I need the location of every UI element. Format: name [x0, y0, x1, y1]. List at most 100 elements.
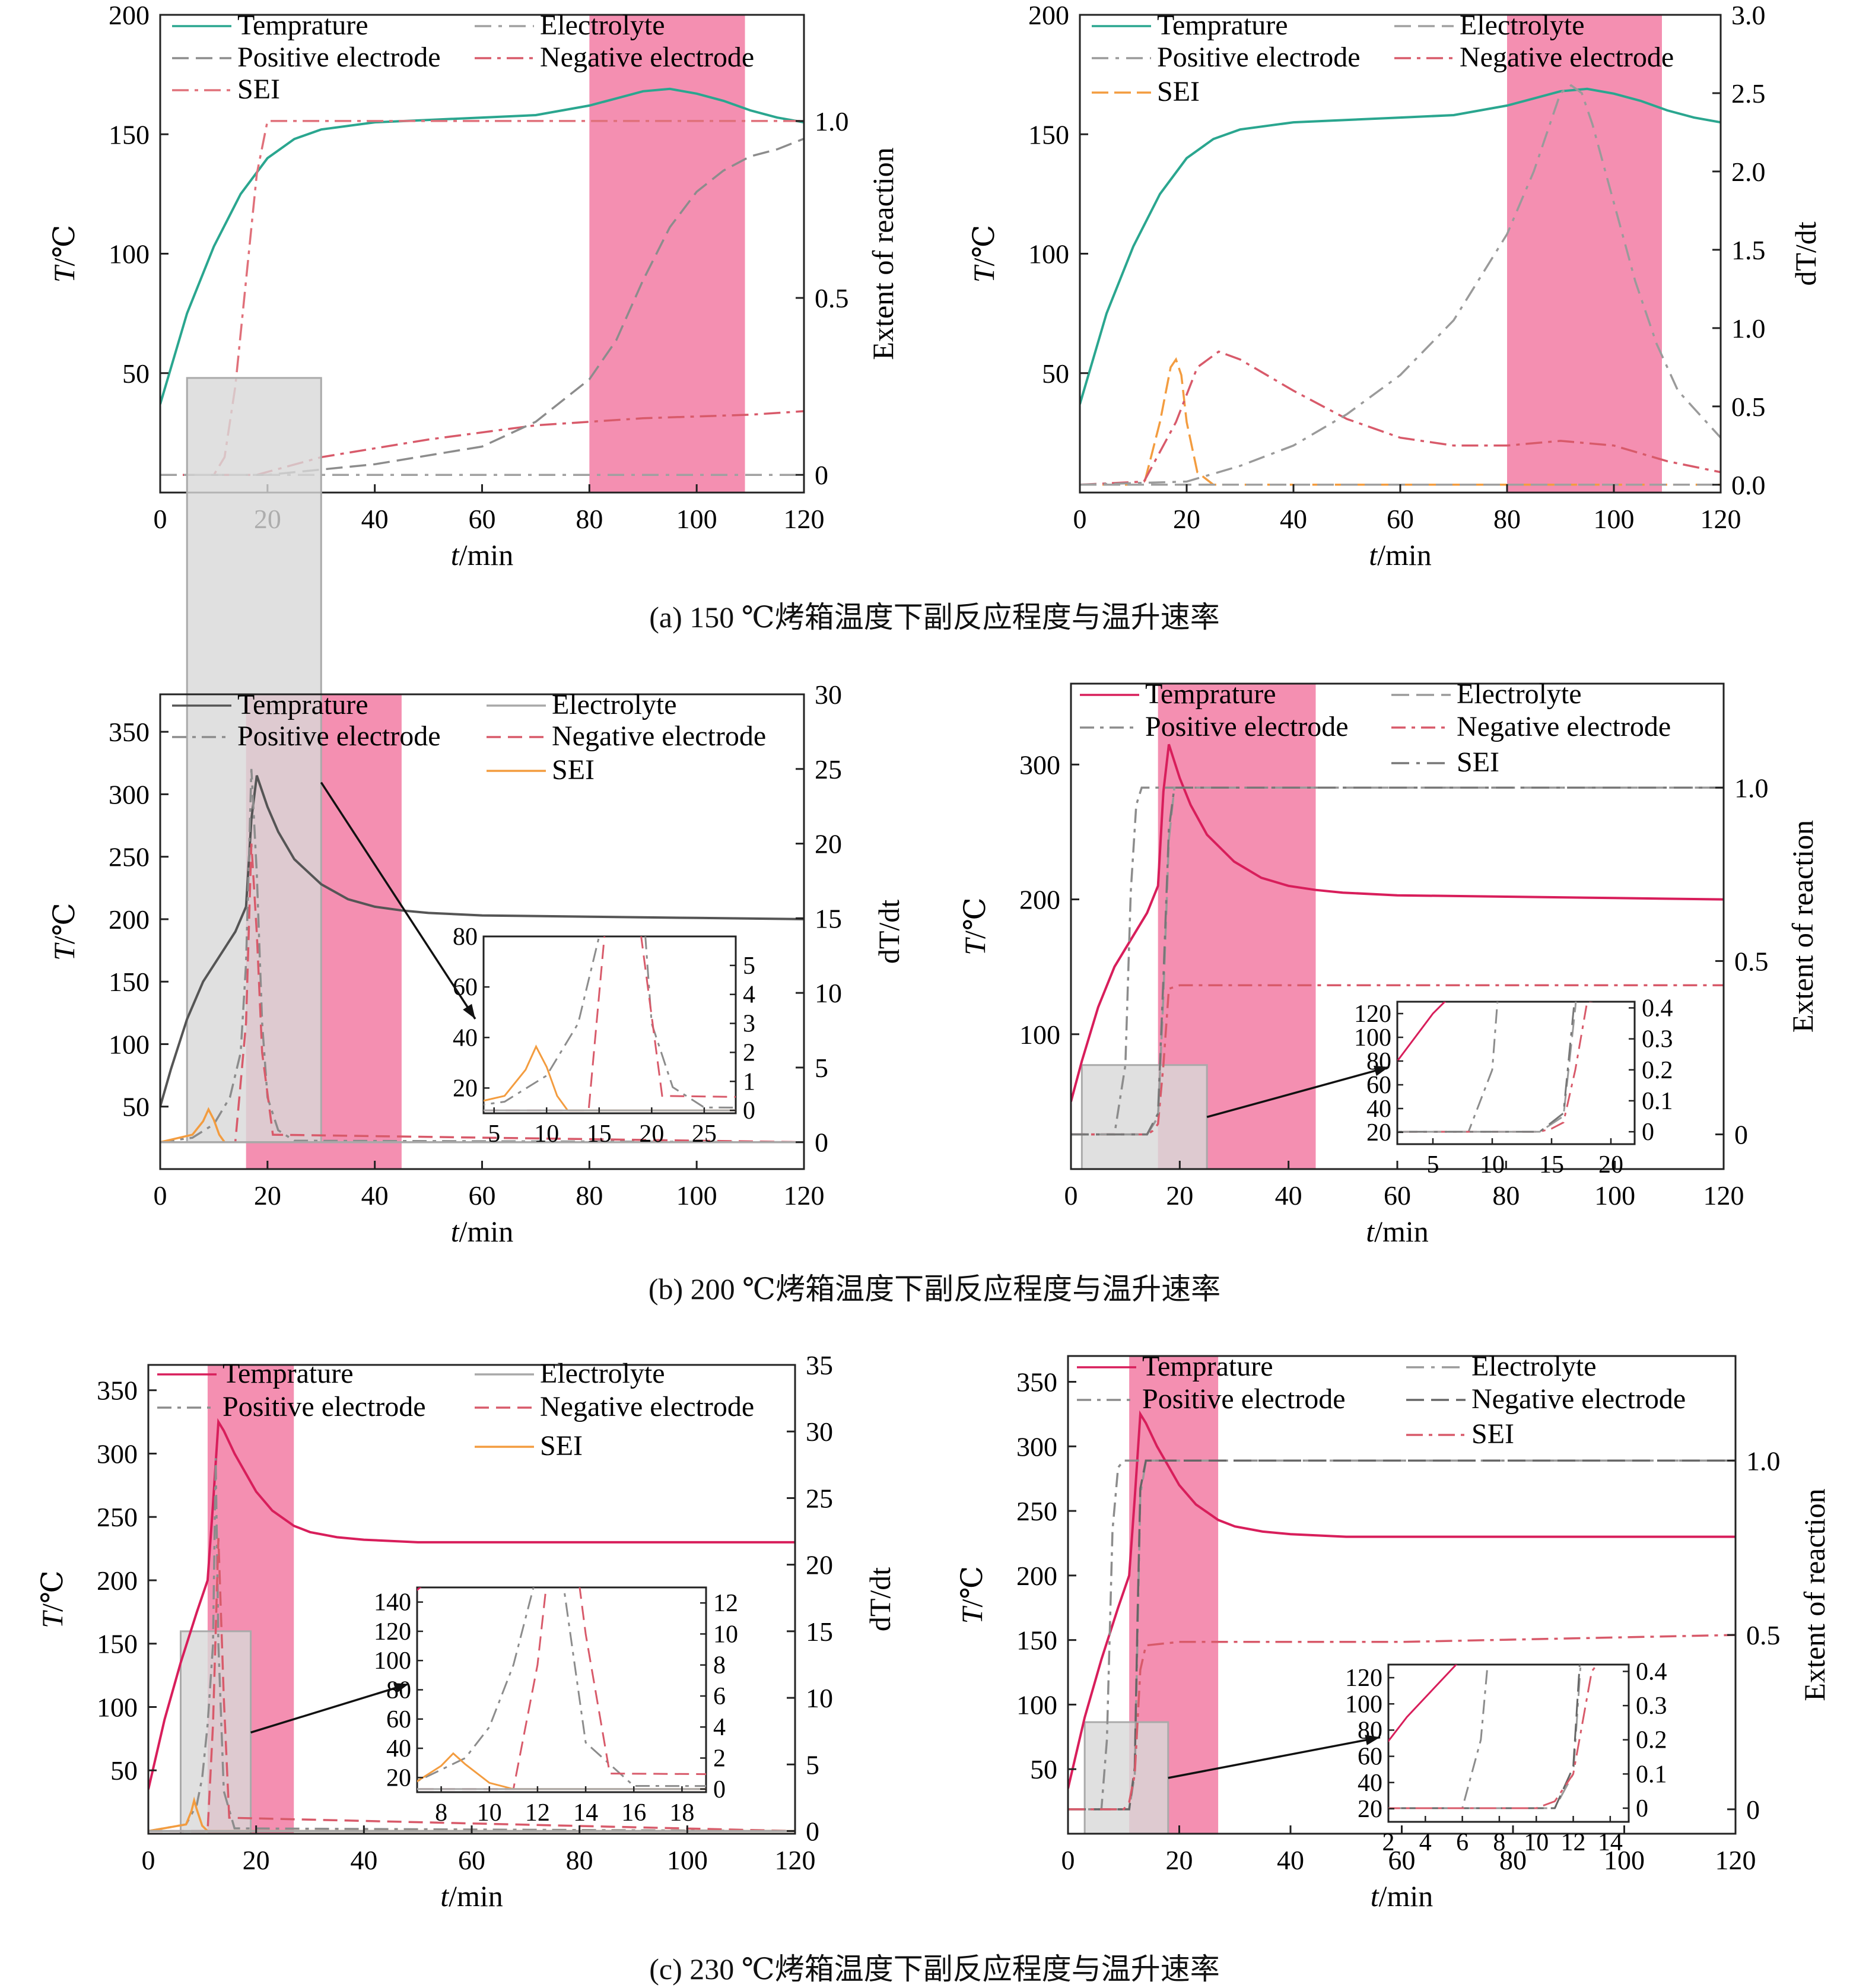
y-axis-label-unit: /℃	[958, 897, 991, 939]
inset-y2-tick-label: 12	[713, 1590, 738, 1617]
x-tick-label: 60	[1388, 1845, 1416, 1875]
inset-y-tick-label: 20	[1358, 1796, 1382, 1823]
legend-label: Temprature	[237, 689, 368, 720]
series-line-temprature	[148, 1418, 795, 1790]
x-axis-label: t/min	[1371, 1879, 1433, 1913]
inset-y2-tick-label: 5	[743, 952, 755, 980]
series-line-negative-electrode	[160, 843, 804, 1144]
x-axis-label-unit: /min	[459, 1215, 514, 1248]
x-tick-label: 80	[576, 504, 603, 534]
chart-a-right: 0 20 40 60 80 100 120 50 100 150 200 0.0 0.5 1.0 1.5 2.…	[967, 0, 1822, 571]
y-tick-label: 150	[109, 119, 150, 150]
inset-frame	[1396, 1001, 1636, 1145]
y2-tick-label: 5	[815, 1053, 828, 1083]
inset-x-tick-label: 5	[488, 1120, 500, 1148]
x-axis-label-var: t	[1371, 1879, 1380, 1913]
legend-label: SEI	[552, 754, 595, 786]
x-tick-label: 100	[1594, 1180, 1635, 1211]
legend-label: Temprature	[1142, 1351, 1273, 1382]
inset-x-tick-label: 10	[477, 1799, 502, 1827]
y2-axis-label: dT/dt	[863, 1567, 897, 1631]
y-axis-label-var: T	[36, 1610, 69, 1628]
y-axis-label-unit: /℃	[47, 225, 81, 266]
inset-y2-tick-label: 0	[1642, 1119, 1654, 1146]
y-tick-label: 350	[1016, 1367, 1057, 1398]
y-axis-label-unit: /℃	[36, 1570, 69, 1612]
y-tick-label: 350	[97, 1376, 138, 1406]
series-line-negative-electrode	[1080, 350, 1721, 486]
x-tick-label: 40	[1275, 1180, 1302, 1211]
inset-x-tick-label: 6	[1456, 1829, 1468, 1856]
x-tick-label: 20	[254, 1180, 281, 1211]
y-axis-label-var: T	[47, 264, 81, 282]
x-axis-label-unit: /min	[1379, 1879, 1433, 1913]
legend-label: SEI	[237, 74, 280, 105]
y2-tick-label: 1.0	[815, 106, 849, 136]
inset-y-tick-label: 140	[374, 1589, 411, 1617]
inset-frame	[482, 935, 737, 1114]
y2-tick-label: 0.5	[815, 283, 849, 313]
inset-y2-tick-label: 0.1	[1636, 1761, 1667, 1788]
inset-series-line	[484, 936, 736, 1109]
y2-tick-label: 15	[815, 903, 842, 933]
inset-y2-tick-label: 6	[713, 1683, 726, 1710]
inset-x-tick-label: 15	[587, 1120, 612, 1148]
y-tick-label: 250	[97, 1502, 138, 1532]
x-axis-label-unit: /min	[459, 538, 514, 571]
inset-y2-tick-label: 4	[743, 982, 755, 1009]
x-axis-label-var: t	[451, 1215, 460, 1248]
series-line-negative-electrode	[1071, 984, 1724, 1136]
y-tick-label: 50	[1042, 358, 1069, 389]
inset-x-tick-label: 15	[1539, 1151, 1564, 1179]
inset-y2-tick-label: 0	[713, 1776, 726, 1803]
y2-tick-label: 0	[806, 1816, 819, 1847]
inset-x-tick-label: 2	[1382, 1829, 1395, 1856]
y-tick-label: 200	[109, 904, 150, 935]
x-axis-label-var: t	[440, 1879, 449, 1913]
x-axis-label: t/min	[1369, 538, 1432, 571]
x-tick-label: 60	[469, 504, 496, 534]
y-tick-label: 200	[1028, 0, 1069, 30]
y-tick-label: 50	[1030, 1754, 1057, 1784]
y-axis-label-var: T	[958, 937, 991, 955]
series-line-positive-electrode	[148, 1458, 795, 1833]
caption-a: (a) 150 ℃烤箱温度下副反应程度与温升速率	[649, 601, 1220, 634]
y-tick-label: 100	[1028, 239, 1069, 269]
y-axis-label-unit: /℃	[967, 225, 1000, 266]
x-tick-label: 120	[784, 504, 825, 534]
shaded-region	[589, 15, 745, 493]
inset-series-line	[484, 936, 736, 1111]
x-tick-label: 40	[1280, 504, 1307, 534]
inset-y-tick-label: 100	[374, 1647, 411, 1675]
inset-y2-tick-label: 0.3	[1636, 1692, 1667, 1720]
y2-tick-label: 1.0	[1731, 313, 1766, 344]
inset-y-tick-label: 40	[386, 1735, 411, 1762]
y2-tick-label: 0.5	[1731, 392, 1766, 422]
legend-label: Temprature	[223, 1358, 354, 1389]
y-axis-label-var: T	[47, 942, 81, 961]
inset-x-tick-label: 10	[1480, 1151, 1505, 1179]
y-tick-label: 300	[97, 1438, 138, 1469]
x-axis-label-var: t	[1369, 538, 1378, 571]
series-line-temprature	[160, 775, 804, 1107]
zoom-arrow-head	[393, 1683, 409, 1694]
inset-x-tick-label: 4	[1419, 1829, 1432, 1856]
legend-label: Positive electrode	[237, 42, 441, 73]
y2-tick-label: 30	[815, 679, 842, 710]
y2-axis-label: dT/dt	[1789, 221, 1822, 285]
legend-label: Negative electrode	[1460, 42, 1674, 73]
legend-label: Electrolyte	[1460, 9, 1585, 41]
zoom-box	[180, 1630, 252, 1835]
x-tick-label: 100	[676, 504, 717, 534]
x-tick-label: 120	[784, 1180, 825, 1211]
y-tick-label: 200	[1019, 885, 1060, 915]
inset-y-tick-label: 60	[453, 974, 478, 1001]
x-tick-label: 80	[1499, 1845, 1527, 1875]
y2-axis-label: dT/dt	[872, 900, 905, 964]
inset-y2-tick-label: 0	[1636, 1795, 1648, 1822]
y2-tick-label: 0	[1746, 1795, 1760, 1825]
y-tick-label: 150	[1016, 1625, 1057, 1656]
